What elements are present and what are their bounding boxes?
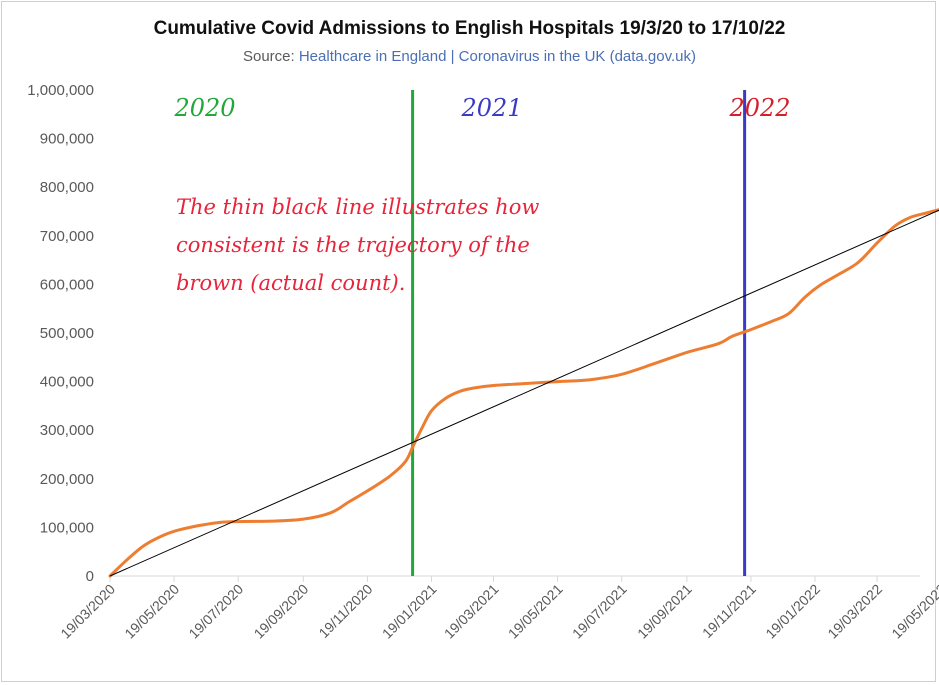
x-tick-label: 19/03/2021 — [441, 581, 502, 642]
x-tick-label: 19/11/2020 — [315, 581, 375, 641]
y-tick-label: 0 — [86, 568, 94, 585]
y-tick-label: 400,000 — [40, 374, 94, 391]
y-tick-label: 800,000 — [40, 179, 94, 196]
x-tick-label: 19/07/2020 — [185, 581, 246, 642]
x-tick-label: 19/01/2021 — [379, 581, 440, 642]
chart-title: Cumulative Covid Admissions to English H… — [153, 18, 786, 39]
x-tick-label: 19/03/2020 — [57, 581, 118, 642]
y-tick-label: 100,000 — [40, 519, 94, 536]
year-label: 2022 — [728, 94, 790, 122]
year-label: 2020 — [173, 94, 235, 122]
x-tick-label: 19/09/2020 — [251, 581, 312, 642]
y-tick-label: 200,000 — [40, 471, 94, 488]
y-tick-label: 500,000 — [40, 325, 94, 342]
series-actual-count-line — [108, 208, 939, 578]
annotation-text-line: brown (actual count). — [176, 271, 405, 295]
annotation-text-line: consistent is the trajectory of the — [176, 233, 530, 257]
subtitle-prefix: Source: — [242, 48, 299, 65]
y-tick-label: 300,000 — [40, 422, 94, 439]
x-tick-label: 19/05/2021 — [505, 581, 566, 642]
y-tick-label: 700,000 — [40, 228, 94, 245]
x-tick-label: 19/03/2022 — [824, 581, 885, 642]
x-tick-label: 19/07/2021 — [569, 581, 630, 642]
y-tick-label: 900,000 — [40, 131, 94, 148]
x-tick-label: 19/05/2022 — [888, 581, 939, 642]
year-label: 2021 — [460, 94, 522, 122]
subtitle-source-link[interactable]: Healthcare in England | Coronavirus in t… — [298, 48, 697, 65]
x-tick-label: 19/01/2022 — [762, 581, 823, 642]
annotation-text-line: The thin black line illustrates how — [176, 195, 539, 219]
x-tick-label: 19/11/2021 — [699, 581, 759, 641]
chart-subtitle: Source: Healthcare in England | Coronavi… — [0, 48, 939, 65]
x-tick-label: 19/05/2020 — [121, 581, 182, 642]
y-tick-label: 1,000,000 — [27, 82, 94, 99]
y-tick-label: 600,000 — [40, 276, 94, 293]
series-trend-line — [109, 209, 939, 577]
x-tick-label: 19/09/2021 — [634, 581, 695, 642]
